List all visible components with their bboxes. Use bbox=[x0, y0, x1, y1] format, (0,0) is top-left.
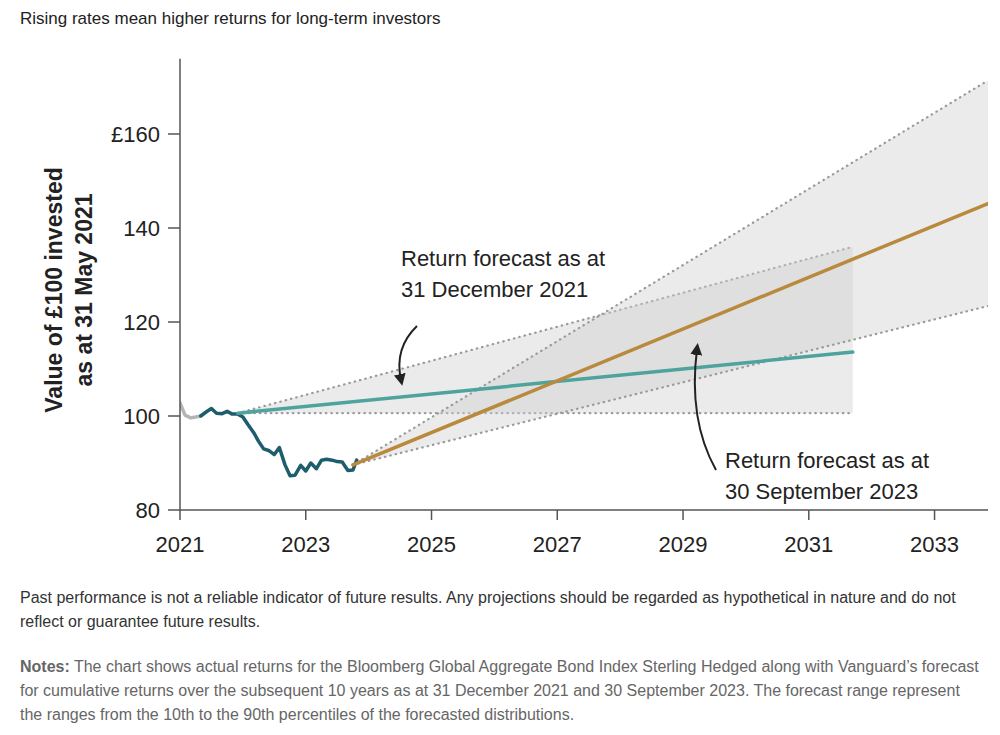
y-axis-line bbox=[179, 59, 181, 510]
series-line bbox=[201, 408, 357, 475]
notes-text: The chart shows actual returns for the B… bbox=[20, 658, 979, 723]
annotation-arrow bbox=[695, 349, 716, 470]
annotation-arrow bbox=[399, 326, 417, 380]
notes: Notes: The chart shows actual returns fo… bbox=[20, 655, 982, 727]
range-upper bbox=[353, 80, 988, 464]
x-tick bbox=[557, 510, 559, 520]
annotation: Return forecast as at bbox=[401, 246, 605, 271]
y-axis-label: as at 31 May 2021 bbox=[71, 193, 97, 386]
x-tick-label: 2023 bbox=[281, 532, 330, 557]
range-lower bbox=[353, 306, 988, 465]
x-tick-label: 2027 bbox=[533, 532, 582, 557]
y-tick bbox=[168, 321, 180, 323]
y-tick bbox=[168, 415, 180, 417]
y-tick-label: £160 bbox=[111, 122, 160, 147]
x-tick bbox=[179, 510, 181, 520]
annotation: Return forecast as at bbox=[725, 448, 929, 473]
annotation: 30 September 2023 bbox=[725, 479, 918, 504]
y-tick-label: 100 bbox=[123, 404, 160, 429]
forecast-range bbox=[353, 80, 988, 464]
y-tick bbox=[168, 509, 180, 511]
y-tick-label: 120 bbox=[123, 310, 160, 335]
disclaimer: Past performance is not a reliable indic… bbox=[20, 586, 982, 634]
x-axis-line bbox=[180, 509, 988, 511]
x-tick-label: 2025 bbox=[407, 532, 456, 557]
series-line bbox=[238, 352, 853, 413]
title: Rising rates mean higher returns for lon… bbox=[20, 9, 440, 28]
y-tick-label: 140 bbox=[123, 216, 160, 241]
y-tick bbox=[168, 227, 180, 229]
y-tick-label: 80 bbox=[136, 498, 160, 523]
y-axis-label: Value of £100 invested bbox=[41, 167, 67, 412]
y-tick bbox=[168, 133, 180, 135]
x-tick bbox=[431, 510, 433, 520]
x-tick-label: 2031 bbox=[784, 532, 833, 557]
x-tick bbox=[682, 510, 684, 520]
x-tick bbox=[808, 510, 810, 520]
series-line bbox=[353, 204, 988, 465]
series-line bbox=[180, 403, 201, 418]
x-tick bbox=[305, 510, 307, 520]
notes-label: Notes: bbox=[20, 658, 70, 675]
x-tick bbox=[934, 510, 936, 520]
x-tick-label: 2021 bbox=[156, 532, 205, 557]
x-tick-label: 2029 bbox=[659, 532, 708, 557]
x-tick-label: 2033 bbox=[910, 532, 959, 557]
plot-area bbox=[180, 80, 988, 475]
annotation: 31 December 2021 bbox=[401, 277, 588, 302]
